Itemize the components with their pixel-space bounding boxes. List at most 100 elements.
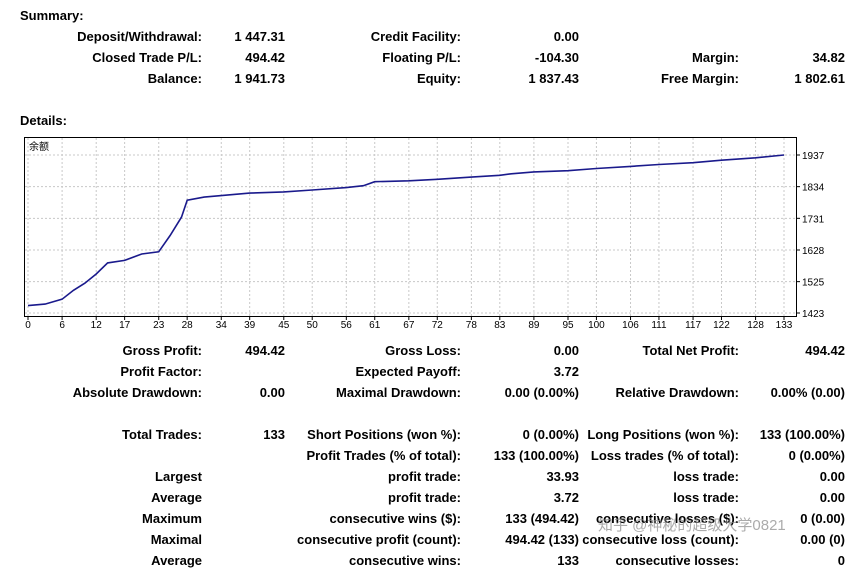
credit-facility-label: Credit Facility: [370,29,461,44]
closed-trade-pl-value: 494.42 [245,50,285,65]
watermark-text: 知乎 @神秘的超级大学0821 [598,517,786,534]
gross-profit-label: Gross Profit: [122,343,202,358]
floating-pl-label: Floating P/L: [382,50,461,65]
y-tick-label: 1628 [802,246,825,257]
margin-label: Margin: [692,50,739,65]
x-tick-label: 0 [25,320,31,331]
expected-payoff-value: 3.72 [553,364,579,379]
x-tick-label: 45 [278,320,290,331]
x-tick-label: 67 [403,320,415,331]
x-tick-label: 17 [119,320,131,331]
maximal-consecutive-profit-label: consecutive profit (count): [297,532,461,547]
x-tick-label: 72 [432,320,444,331]
x-tick-label: 56 [341,320,353,331]
profit-trades-value: 133 (100.00%) [493,448,579,463]
total-net-profit-value: 494.42 [805,343,845,358]
long-positions-label: Long Positions (won %): [587,427,739,442]
maximal-consecutive-profit-value: 494.42 (133) [505,532,579,547]
chart-frame [24,137,797,317]
x-tick-label: 89 [528,320,540,331]
largest-loss-trade-value: 0.00 [819,469,845,484]
free-margin-value: 1 802.61 [794,71,845,86]
max-consecutive-wins-value: 133 (494.42) [505,511,579,526]
relative-drawdown-label: Relative Drawdown: [615,385,739,400]
x-tick-label: 100 [588,320,605,331]
x-tick-label: 12 [91,320,103,331]
maximal-drawdown-value: 0.00 (0.00%) [504,385,579,400]
short-positions-label: Short Positions (won %): [307,427,461,442]
maximal-consecutive-loss-value: 0.00 (0) [800,532,845,547]
relative-drawdown-value: 0.00% (0.00) [770,385,845,400]
x-tick-label: 34 [216,320,228,331]
balance-series-line [27,154,785,307]
deposit-withdrawal-label: Deposit/Withdrawal: [77,29,202,44]
average-consecutive-losses-value: 0 [837,553,845,568]
closed-trade-pl-label: Closed Trade P/L: [92,50,202,65]
summary-heading: Summary: [20,8,84,23]
x-tick-label: 95 [562,320,574,331]
balance-chart: 余额 1423 1525 1628 1731 1834 1937 0 6 12 17 23 28 34… [24,137,854,333]
y-tick-label: 1937 [802,151,825,162]
total-trades-label: Total Trades: [122,427,202,442]
profit-trades-label: Profit Trades (% of total): [306,448,461,463]
absolute-drawdown-label: Absolute Drawdown: [72,385,202,400]
average-consecutive-wins-value: 133 [557,553,579,568]
x-tick-label: 61 [369,320,381,331]
max-consecutive-losses-value: 0 (0.00) [800,511,845,526]
x-tick-label: 50 [307,320,319,331]
average-profit-trade-value: 3.72 [553,490,579,505]
largest-loss-trade-label: loss trade: [673,469,739,484]
y-tick-label: 1834 [802,183,825,194]
maximal-drawdown-label: Maximal Drawdown: [336,385,461,400]
x-tick-label: 39 [244,320,256,331]
maximal-label: Maximal [150,532,202,547]
largest-profit-trade-label: profit trade: [388,469,461,484]
loss-trades-label: Loss trades (% of total): [590,448,739,463]
average-consecutive-losses-label: consecutive losses: [615,553,739,568]
balance-label: Balance: [147,71,202,86]
x-tick-label: 28 [182,320,194,331]
x-tick-label: 111 [651,320,667,331]
floating-pl-value: -104.30 [534,50,579,65]
gross-loss-label: Gross Loss: [385,343,461,358]
average-consecutive-wins-label: consecutive wins: [349,553,461,568]
average-loss-trade-value: 0.00 [819,490,845,505]
x-tick-label: 23 [153,320,165,331]
maximal-consecutive-loss-label: consecutive loss (count): [582,532,739,547]
chart-title: 余额 [29,140,49,153]
x-tick-label: 117 [685,320,701,331]
y-tick-label: 1423 [802,309,825,320]
average-profit-trade-label: profit trade: [388,490,461,505]
expected-payoff-label: Expected Payoff: [355,364,461,379]
equity-label: Equity: [416,71,461,86]
balance-chart-svg: 余额 1423 1525 1628 1731 1834 1937 0 6 12 17 23 28 34… [24,137,825,331]
y-tick-label: 1731 [802,214,825,225]
maximum-label: Maximum [142,511,202,526]
details-heading: Details: [20,113,67,128]
average-label: Average [151,490,202,505]
loss-trades-value: 0 (0.00%) [788,448,845,463]
margin-value: 34.82 [812,50,845,65]
x-tick-label: 6 [59,320,65,331]
average-loss-trade-label: loss trade: [673,490,739,505]
largest-label: Largest [155,469,202,484]
x-tick-label: 106 [622,320,639,331]
free-margin-label: Free Margin: [660,71,739,86]
x-tick-label: 122 [713,320,730,331]
x-tick-label: 83 [494,320,506,331]
x-tick-label: 133 [776,320,793,331]
total-net-profit-label: Total Net Profit: [642,343,739,358]
y-tick-label: 1525 [802,278,825,289]
largest-profit-trade-value: 33.93 [546,469,579,484]
max-consecutive-wins-label: consecutive wins ($): [329,511,461,526]
balance-value: 1 941.73 [234,71,285,86]
x-tick-label: 128 [747,320,764,331]
short-positions-value: 0 (0.00%) [522,427,579,442]
long-positions-value: 133 (100.00%) [759,427,845,442]
average-consecutive-label: Average [151,553,202,568]
gross-profit-value: 494.42 [245,343,285,358]
absolute-drawdown-value: 0.00 [259,385,285,400]
equity-value: 1 837.43 [528,71,579,86]
credit-facility-value: 0.00 [553,29,579,44]
total-trades-value: 133 [263,427,285,442]
